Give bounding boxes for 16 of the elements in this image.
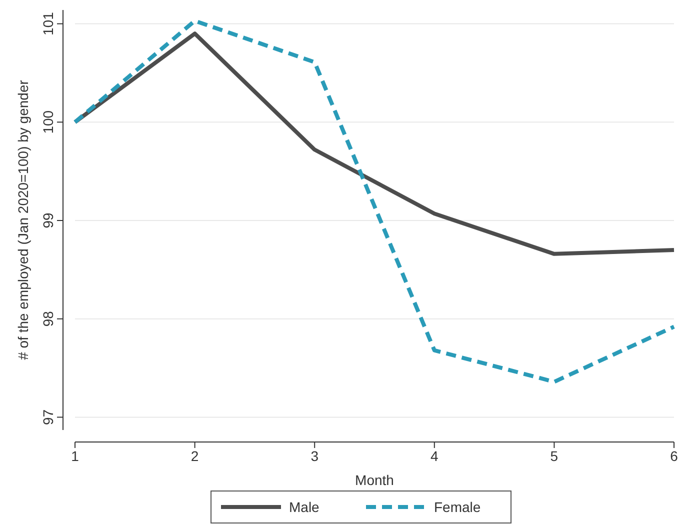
x-tick-label: 3 <box>310 448 319 464</box>
x-axis-title: Month <box>355 472 394 488</box>
x-tick-label: 5 <box>550 448 558 464</box>
line-series <box>73 18 676 384</box>
y-tick-label: 99 <box>40 212 56 228</box>
y-axis-title: # of the employed (Jan 2020=100) by gender <box>15 80 31 360</box>
y-tick-label: 101 <box>40 12 56 36</box>
x-tick-label: 1 <box>71 448 80 464</box>
legend-label: Female <box>434 499 481 515</box>
y-tick-label: 100 <box>40 110 56 134</box>
x-tick-label: 6 <box>670 448 678 464</box>
y-tick-label: 98 <box>40 310 56 327</box>
x-tick-label: 4 <box>430 448 438 464</box>
y-tick-label: 97 <box>40 409 56 425</box>
x-tick-label: 2 <box>190 448 199 464</box>
legend-label: Male <box>289 499 320 515</box>
